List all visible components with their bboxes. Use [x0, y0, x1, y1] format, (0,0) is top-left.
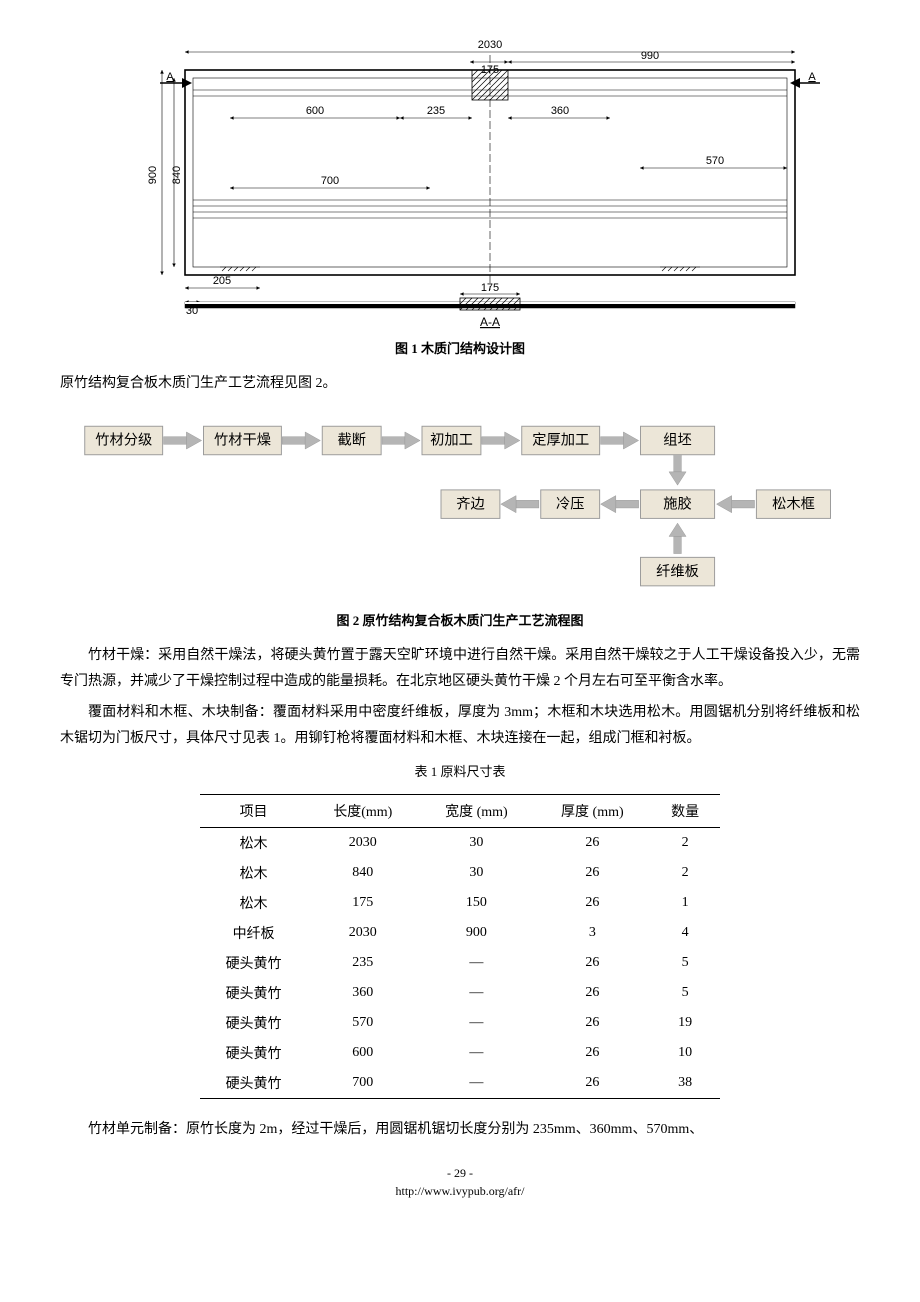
table1-cell-4-0: 硬头黄竹	[200, 948, 307, 978]
dim-175b: 175	[481, 282, 499, 294]
table1-cell-1-0: 松木	[200, 858, 307, 888]
table1-cell-3-1: 2030	[307, 918, 418, 948]
table1-cell-1-2: 30	[418, 858, 534, 888]
table1-cell-2-4: 1	[650, 888, 720, 918]
intro-line: 原竹结构复合板木质门生产工艺流程见图 2。	[60, 371, 860, 398]
table-row: 硬头黄竹700—2638	[200, 1068, 720, 1099]
table1-col-3: 厚度 (mm)	[534, 794, 650, 827]
table1-cell-7-0: 硬头黄竹	[200, 1038, 307, 1068]
flow-label-r1-4: 定厚加工	[532, 431, 589, 448]
table1-cell-0-2: 30	[418, 827, 534, 858]
flow-label-r1-3: 初加工	[430, 431, 473, 448]
table1-cell-5-1: 360	[307, 978, 418, 1008]
para-cover-material: 覆面材料和木框、木块制备：覆面材料采用中密度纤维板，厚度为 3mm；木框和木块选…	[60, 700, 860, 753]
table-row: 松木175150261	[200, 888, 720, 918]
flowchart-wrap: 竹材分级 竹材干燥 截断 初加工 定厚加工 组坯 齐边 冷压 施胶 松木框 纤维板	[60, 412, 860, 602]
flow-label-pineframe: 松木框	[772, 495, 815, 512]
table1-col-0: 项目	[200, 794, 307, 827]
table1-cell-3-0: 中纤板	[200, 918, 307, 948]
table1-cell-6-1: 570	[307, 1008, 418, 1038]
page-number: - 29 -	[60, 1164, 860, 1182]
dim-900: 900	[147, 166, 159, 184]
dim-600: 600	[306, 105, 324, 117]
section-label: A-A	[480, 315, 500, 329]
para-drying: 竹材干燥：采用自然干燥法，将硬头黄竹置于露天空旷环境中进行自然干燥。采用自然干燥…	[60, 643, 860, 696]
table1-cell-4-4: 5	[650, 948, 720, 978]
table1-cell-0-1: 2030	[307, 827, 418, 858]
table-row: 硬头黄竹570—2619	[200, 1008, 720, 1038]
table1-cell-6-0: 硬头黄竹	[200, 1008, 307, 1038]
flow-label-fiberboard: 纤维板	[656, 562, 699, 579]
table-row: 硬头黄竹235—265	[200, 948, 720, 978]
table1-cell-3-3: 3	[534, 918, 650, 948]
table1-cell-8-3: 26	[534, 1068, 650, 1099]
figure1-caption: 图 1 木质门结构设计图	[60, 338, 860, 357]
flowchart-svg: 竹材分级 竹材干燥 截断 初加工 定厚加工 组坯 齐边 冷压 施胶 松木框 纤维板	[80, 412, 840, 602]
table1-cell-5-3: 26	[534, 978, 650, 1008]
table1-cell-6-2: —	[418, 1008, 534, 1038]
table1-col-4: 数量	[650, 794, 720, 827]
table1-cell-0-0: 松木	[200, 827, 307, 858]
table1-cell-5-0: 硬头黄竹	[200, 978, 307, 1008]
table1-cell-8-0: 硬头黄竹	[200, 1068, 307, 1099]
dim-990: 990	[641, 50, 659, 62]
table1-cell-4-3: 26	[534, 948, 650, 978]
table-row: 硬头黄竹600—2610	[200, 1038, 720, 1068]
table1-caption: 表 1 原料尺寸表	[60, 761, 860, 780]
figure2-caption: 图 2 原竹结构复合板木质门生产工艺流程图	[60, 610, 860, 629]
table1-cell-6-3: 26	[534, 1008, 650, 1038]
flow-label-r1-0: 竹材分级	[95, 431, 152, 448]
table1-cell-7-2: —	[418, 1038, 534, 1068]
dim-360: 360	[551, 105, 569, 117]
table1-cell-0-3: 26	[534, 827, 650, 858]
table1-cell-2-3: 26	[534, 888, 650, 918]
table1-col-1: 长度(mm)	[307, 794, 418, 827]
dim-205: 205	[213, 275, 231, 287]
footer-url: http://www.ivypub.org/afr/	[60, 1182, 860, 1200]
dim-235: 235	[427, 105, 445, 117]
flow-label-r2-1: 冷压	[556, 495, 585, 512]
table-row: 松木203030262	[200, 827, 720, 858]
table1-cell-4-1: 235	[307, 948, 418, 978]
table1-cell-1-4: 2	[650, 858, 720, 888]
table1-cell-3-2: 900	[418, 918, 534, 948]
page-footer: - 29 - http://www.ivypub.org/afr/	[60, 1164, 860, 1200]
table1-cell-8-1: 700	[307, 1068, 418, 1099]
table1-cell-8-4: 38	[650, 1068, 720, 1099]
flow-label-r2-0: 齐边	[456, 495, 485, 512]
table1-cell-7-3: 26	[534, 1038, 650, 1068]
marker-A-right: A	[808, 71, 816, 83]
table1-cell-1-1: 840	[307, 858, 418, 888]
table1-cell-8-2: —	[418, 1068, 534, 1099]
flow-label-r1-2: 截断	[337, 431, 366, 448]
dim-840: 840	[171, 166, 183, 184]
table1-cell-2-0: 松木	[200, 888, 307, 918]
flow-label-r1-1: 竹材干燥	[214, 431, 271, 448]
dim-2030: 2030	[478, 40, 502, 51]
table1-col-2: 宽度 (mm)	[418, 794, 534, 827]
figure1-wrap: 2030 175 990 A A 600 235 360 570 700 900…	[60, 40, 860, 330]
table1-cell-4-2: —	[418, 948, 534, 978]
table1-cell-2-2: 150	[418, 888, 534, 918]
flow-label-r1-5: 组坯	[663, 431, 692, 448]
marker-A-left: A	[166, 71, 174, 83]
table-row: 松木84030262	[200, 858, 720, 888]
table1-cell-7-1: 600	[307, 1038, 418, 1068]
table-row: 中纤板203090034	[200, 918, 720, 948]
table1-cell-5-4: 5	[650, 978, 720, 1008]
flow-label-r2-2: 施胶	[663, 495, 692, 512]
table1-cell-3-4: 4	[650, 918, 720, 948]
table1-cell-5-2: —	[418, 978, 534, 1008]
figure1-svg: 2030 175 990 A A 600 235 360 570 700 900…	[100, 40, 820, 330]
table-row: 硬头黄竹360—265	[200, 978, 720, 1008]
dim-700: 700	[321, 175, 339, 187]
table1-cell-7-4: 10	[650, 1038, 720, 1068]
table1-cell-0-4: 2	[650, 827, 720, 858]
dim-570: 570	[706, 155, 724, 167]
para-unit-prep: 竹材单元制备：原竹长度为 2m，经过干燥后，用圆锯机锯切长度分别为 235mm、…	[60, 1117, 860, 1144]
table1-cell-6-4: 19	[650, 1008, 720, 1038]
table1-cell-1-3: 26	[534, 858, 650, 888]
table1-cell-2-1: 175	[307, 888, 418, 918]
table1: 项目长度(mm)宽度 (mm)厚度 (mm)数量 松木203030262松木84…	[200, 794, 720, 1099]
